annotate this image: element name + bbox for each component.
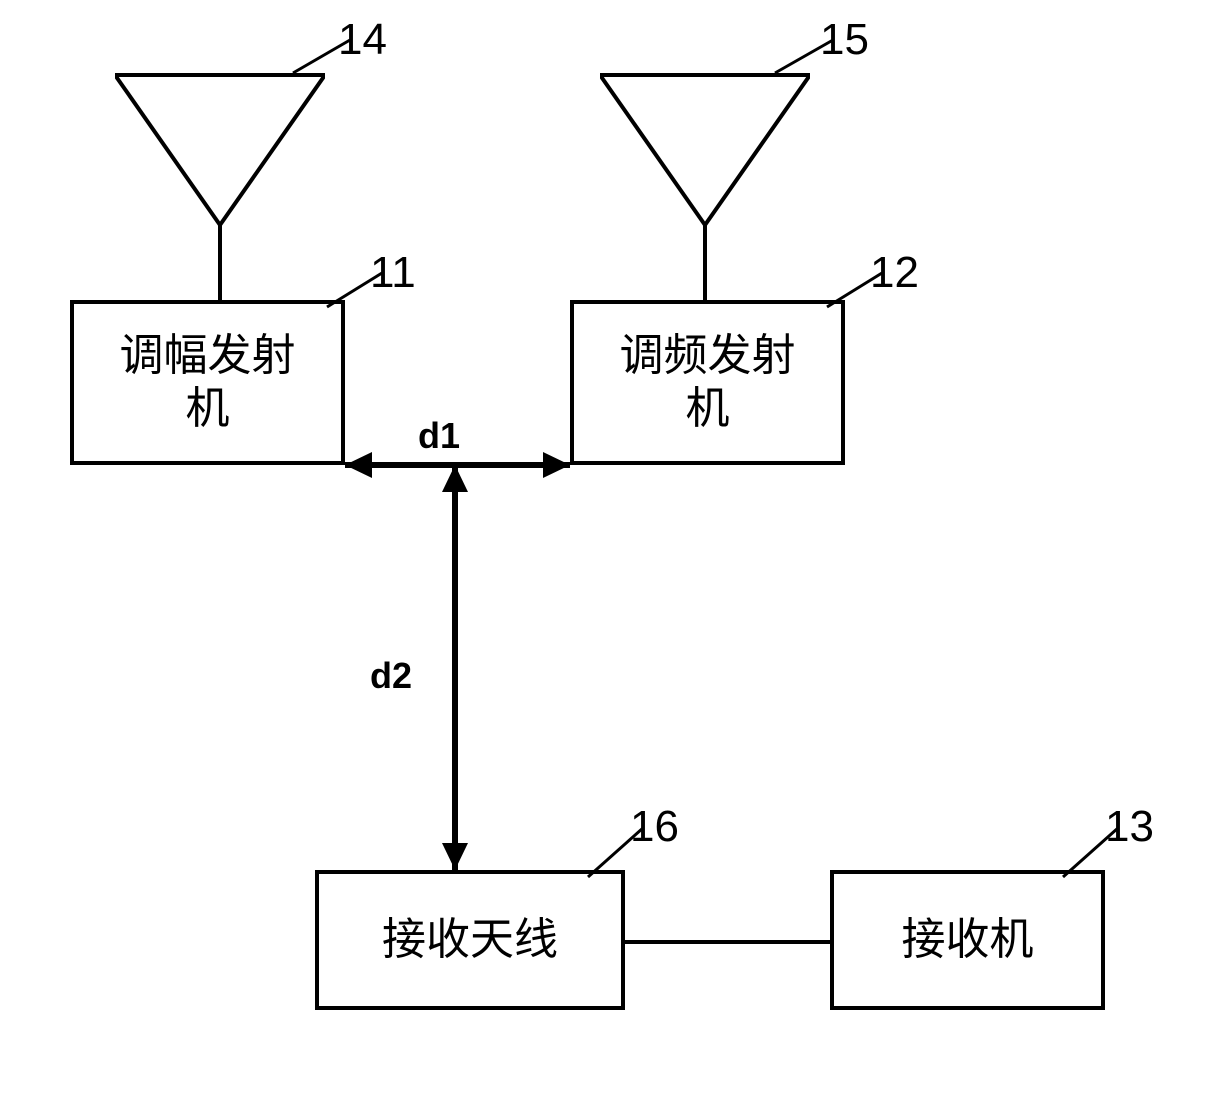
d1-label: d1	[418, 415, 460, 457]
fm-transmitter-label: 调频发射 机	[620, 330, 796, 436]
rx-antenna-box: 接收天线	[315, 870, 625, 1010]
antenna-14-icon	[115, 55, 325, 300]
fm-transmitter-box: 调频发射 机	[570, 300, 845, 465]
callout-16: 16	[630, 802, 679, 852]
callout-15: 15	[820, 15, 869, 65]
am-transmitter-box: 调幅发射 机	[70, 300, 345, 465]
callout-12: 12	[870, 248, 919, 298]
receiver-box: 接收机	[830, 870, 1105, 1010]
d2-label: d2	[370, 655, 412, 697]
callout-13: 13	[1105, 802, 1154, 852]
antenna-15-icon	[600, 55, 810, 300]
receiver-label: 接收机	[902, 914, 1034, 967]
am-transmitter-label: 调幅发射 机	[120, 330, 296, 436]
callout-11: 11	[370, 248, 416, 298]
callout-14: 14	[338, 15, 387, 65]
rx-antenna-label: 接收天线	[382, 914, 558, 967]
